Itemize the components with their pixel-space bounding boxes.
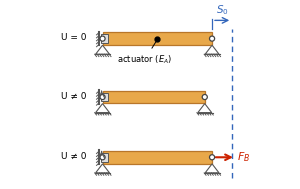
Bar [103,91,205,103]
Circle shape [100,94,105,100]
Bar [101,93,108,101]
Text: actuator ($E_A$): actuator ($E_A$) [117,42,172,66]
Polygon shape [205,164,219,173]
Bar [103,32,212,45]
Polygon shape [96,45,110,54]
Circle shape [100,155,105,160]
Text: $F_B$: $F_B$ [237,150,250,164]
Circle shape [209,36,214,41]
Polygon shape [96,104,110,113]
Polygon shape [96,164,110,173]
Circle shape [202,94,207,100]
Bar [101,34,108,43]
Text: U ≠ 0: U ≠ 0 [61,92,86,101]
Text: $S_0$: $S_0$ [216,3,229,17]
Circle shape [209,155,214,160]
Text: U = 0: U = 0 [61,33,86,42]
Bar [101,153,108,162]
Bar [103,151,212,164]
Polygon shape [205,45,219,54]
Text: U ≠ 0: U ≠ 0 [61,152,86,161]
Polygon shape [198,104,212,113]
Circle shape [100,36,105,41]
